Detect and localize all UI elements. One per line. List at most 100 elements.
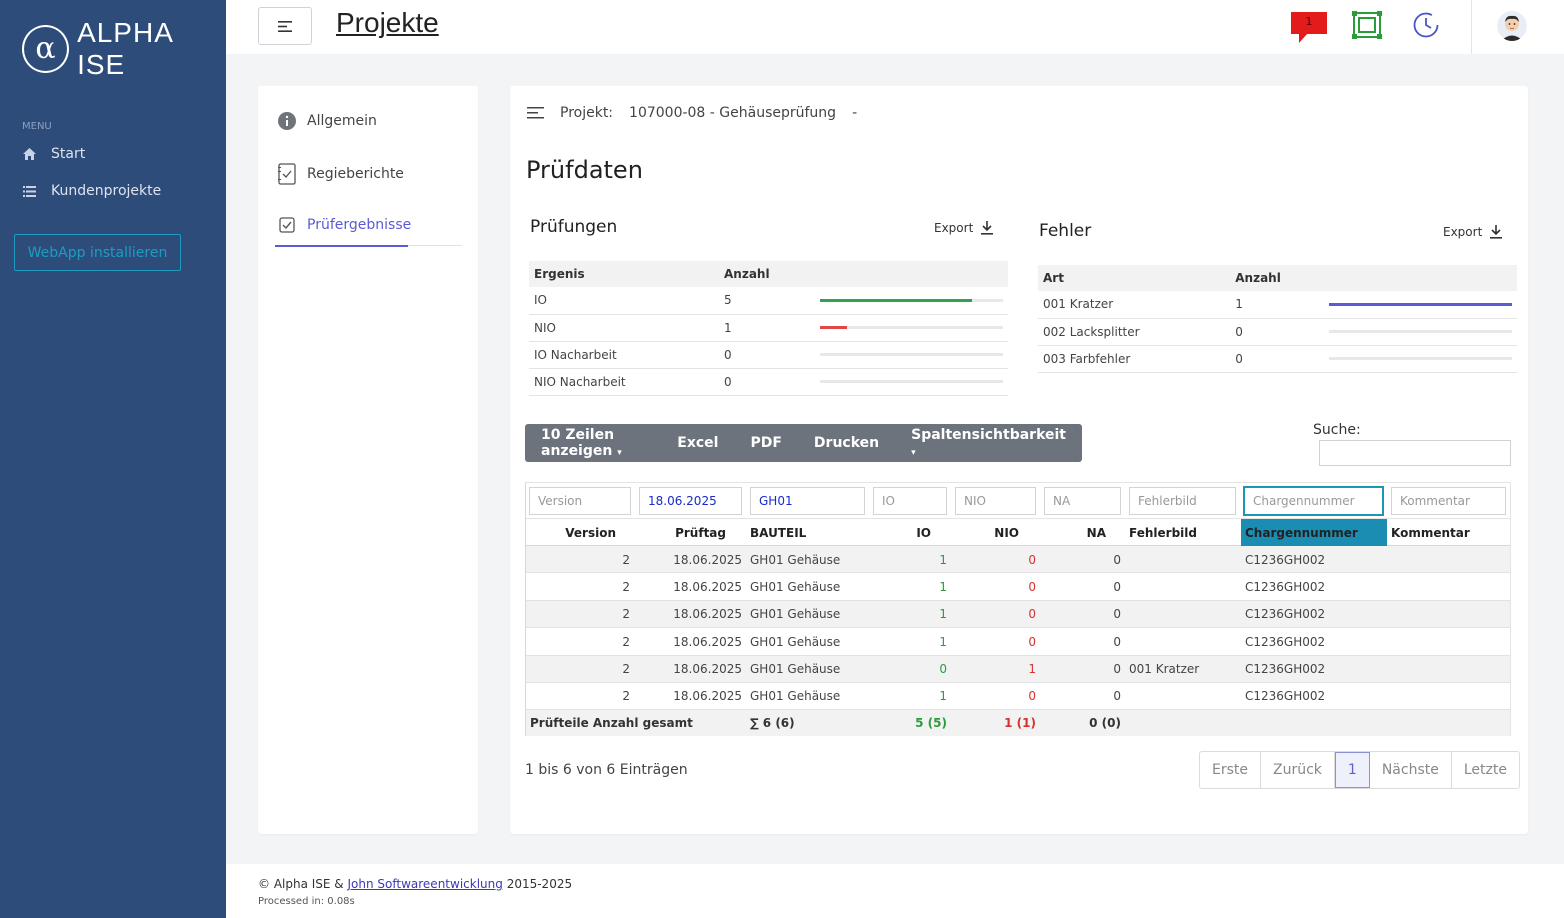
page-title[interactable]: Projekte <box>336 7 439 38</box>
pager-first[interactable]: Erste <box>1200 752 1261 788</box>
caret-down-icon: ▾ <box>911 448 916 458</box>
copyright-prefix: © Alpha ISE & <box>258 877 344 891</box>
footer-io: 5 (5) <box>915 716 947 731</box>
excel-button[interactable]: Excel <box>677 435 719 451</box>
cell-fehler <box>1129 546 1239 573</box>
pager-last[interactable]: Letzte <box>1463 762 1507 778</box>
menu-toggle-button[interactable] <box>258 7 312 45</box>
result-label: IO Nacharbeit <box>529 341 719 369</box>
cell-na: 0 <box>1113 689 1121 704</box>
filter-date-input[interactable]: 18.06.2025 <box>639 487 742 515</box>
table-row[interactable]: 2 18.06.2025 GH01 Gehäuse 1 0 0 C1236GH002 <box>526 546 1510 574</box>
pdf-button[interactable]: PDF <box>750 435 782 451</box>
table-footer-row: Prüfteile Anzahl gesamt ∑ 6 (6) 5 (5) 1 … <box>526 710 1510 737</box>
user-avatar[interactable] <box>1497 11 1527 41</box>
column-header: Anzahl <box>1230 265 1324 291</box>
header-chargennummer[interactable]: Chargennummer <box>1241 519 1387 546</box>
fehler-export-button[interactable]: Export <box>1443 225 1503 239</box>
table-row[interactable]: 2 18.06.2025 GH01 Gehäuse 1 0 0 C1236GH002 <box>526 600 1510 629</box>
project-nav-card: Allgemein Regieberichte Prüfergebnisse <box>258 86 478 834</box>
align-left-icon[interactable] <box>527 107 544 119</box>
column-visibility-dropdown[interactable]: Spaltensichtbarkeit ▾ <box>895 427 1082 459</box>
cell-nio: 1 <box>1028 662 1036 677</box>
pager-prev[interactable]: Zurück <box>1261 752 1335 788</box>
filter-version-input[interactable]: Version <box>529 487 631 515</box>
fullscreen-icon[interactable] <box>1352 11 1382 43</box>
cell-na: 0 <box>1113 662 1121 677</box>
progress-bar <box>820 298 1003 302</box>
table-row[interactable]: 2 18.06.2025 GH01 Gehäuse 1 0 0 C1236GH002 <box>526 628 1510 656</box>
cell-nio: 0 <box>1028 579 1036 594</box>
column-header <box>815 261 1008 287</box>
header-na[interactable]: NA <box>1086 525 1106 540</box>
table-row: 001 Kratzer 1 <box>1038 291 1517 319</box>
page-footer: © Alpha ISE & John Softwareentwicklung 2… <box>226 864 1564 918</box>
header-row: Version Prüftag BAUTEIL IO NIO NA Fehler… <box>526 519 1510 546</box>
filter-row: Version 18.06.2025 GH01 IO NIO NA Fehler… <box>526 483 1510 519</box>
nav-regieberichte[interactable]: Regieberichte <box>276 163 404 185</box>
filter-charge-input[interactable]: Chargennummer <box>1243 486 1384 516</box>
cell-io: 0 <box>939 662 947 677</box>
cell-date: 18.06.2025 <box>673 662 742 677</box>
table-row: IO 5 <box>529 287 1008 315</box>
table-toolbar: 10 Zeilen anzeigen ▾ Excel PDF Drucken S… <box>525 424 1082 462</box>
progress-bar <box>820 380 1003 383</box>
fehler-title: Fehler <box>1039 221 1092 241</box>
header-pruftag[interactable]: Prüftag <box>675 525 726 540</box>
cell-nio: 0 <box>1028 552 1036 567</box>
filter-fehlerbild-input[interactable]: Fehlerbild <box>1129 487 1236 515</box>
header-kommentar[interactable]: Kommentar <box>1391 525 1470 540</box>
cell-nio: 0 <box>1028 634 1036 649</box>
table-row: NIO Nacharbeit 0 <box>529 368 1008 396</box>
nav-allgemein[interactable]: Allgemein <box>276 112 377 130</box>
table-row: NIO 1 <box>529 314 1008 342</box>
pager-page-1[interactable]: 1 <box>1334 752 1370 788</box>
search-input[interactable] <box>1319 440 1511 466</box>
vendor-link[interactable]: John Softwareentwicklung <box>347 877 503 891</box>
sidebar-item-label: Start <box>51 146 86 162</box>
filter-part-input[interactable]: GH01 <box>750 487 865 515</box>
sidebar-item-start[interactable]: Start <box>22 146 85 162</box>
webapp-install-button[interactable]: WebApp installieren <box>14 234 181 271</box>
cell-na: 0 <box>1113 607 1121 622</box>
project-label: Projekt: <box>560 105 614 121</box>
cell-kommentar <box>1391 628 1501 655</box>
sidebar: α ALPHA ISE MENU Start Kundenprojekte We… <box>0 0 226 918</box>
cell-fehler <box>1129 683 1239 710</box>
cell-nio: 0 <box>1028 607 1036 622</box>
progress-bar <box>1329 302 1512 306</box>
logo[interactable]: α ALPHA ISE <box>22 17 226 81</box>
table-row[interactable]: 2 18.06.2025 GH01 Gehäuse 1 0 0 C1236GH002 <box>526 683 1510 711</box>
cell-part: GH01 Gehäuse <box>750 579 841 594</box>
table-row[interactable]: 2 18.06.2025 GH01 Gehäuse 1 0 0 C1236GH002 <box>526 573 1510 601</box>
notification-badge[interactable]: 1 <box>1291 12 1327 43</box>
header-bauteil[interactable]: BAUTEIL <box>750 525 807 540</box>
header-io[interactable]: IO <box>916 525 931 540</box>
nav-pruefergebnisse[interactable]: Prüfergebnisse <box>276 217 411 233</box>
fehler-table: Art Anzahl 001 Kratzer 1 002 Lacksplitte… <box>1038 265 1517 373</box>
pruefungen-export-button[interactable]: Export <box>934 221 994 235</box>
header-fehlerbild[interactable]: Fehlerbild <box>1129 525 1197 540</box>
pager-next[interactable]: Nächste <box>1370 752 1452 788</box>
print-button[interactable]: Drucken <box>813 435 880 451</box>
filter-nio-input[interactable]: NIO <box>955 487 1036 515</box>
table-row[interactable]: 2 18.06.2025 GH01 Gehäuse 0 1 0 001 Kratzer C12… <box>526 655 1510 683</box>
sidebar-item-kundenprojekte[interactable]: Kundenprojekte <box>22 183 161 199</box>
cell-io: 1 <box>939 634 947 649</box>
filter-na-input[interactable]: NA <box>1044 487 1121 515</box>
cell-charge: C1236GH002 <box>1245 607 1326 622</box>
header-version[interactable]: Version <box>565 525 616 540</box>
cell-fehler <box>1129 628 1239 655</box>
header-nio[interactable]: NIO <box>994 525 1019 540</box>
cell-na: 0 <box>1113 634 1121 649</box>
column-header: Anzahl <box>719 261 815 287</box>
clock-history-icon[interactable] <box>1412 11 1440 43</box>
export-label: Export <box>1443 225 1483 239</box>
filter-io-input[interactable]: IO <box>873 487 947 515</box>
result-label: NIO Nacharbeit <box>529 368 719 396</box>
show-rows-dropdown[interactable]: 10 Zeilen anzeigen ▾ <box>525 427 661 459</box>
section-title: Prüfdaten <box>526 156 643 184</box>
cell-date: 18.06.2025 <box>673 552 742 567</box>
cell-version: 2 <box>622 552 630 567</box>
filter-kommentar-input[interactable]: Kommentar <box>1391 487 1506 515</box>
